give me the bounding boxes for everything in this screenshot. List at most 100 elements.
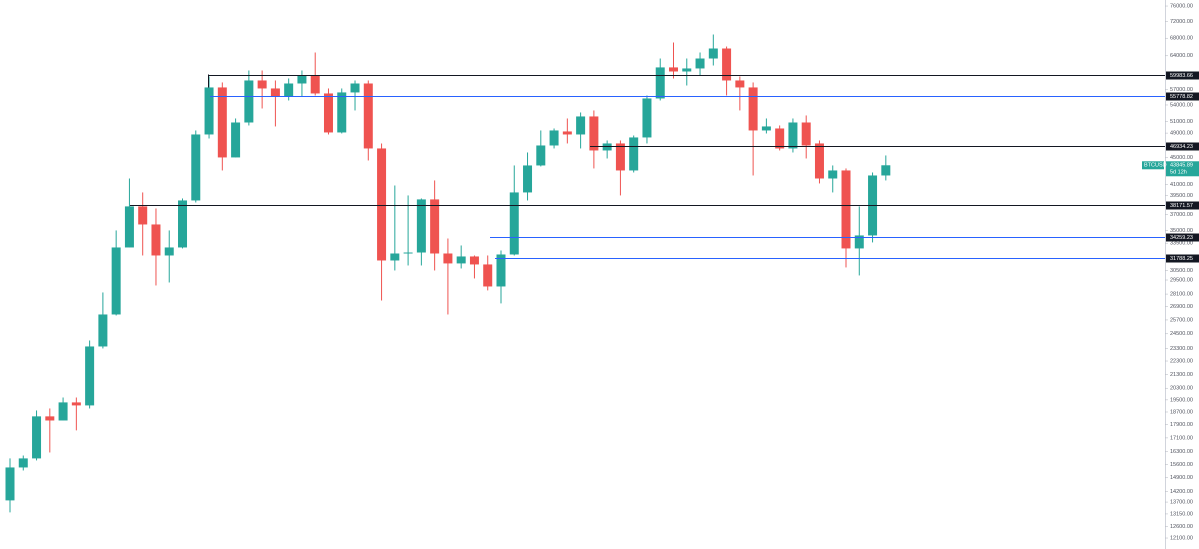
y-tick-label: 39500.00	[1170, 193, 1193, 199]
price-level-label: 59983.66	[1170, 73, 1193, 79]
price-level-tag	[1166, 71, 1199, 80]
candle-body	[323, 93, 333, 133]
candle-body	[430, 199, 440, 254]
candle-body	[217, 87, 227, 158]
price-level-tag	[1166, 142, 1199, 151]
candle-body	[722, 48, 732, 81]
symbol-tag	[1142, 161, 1164, 170]
candle-body	[443, 253, 453, 264]
candle-body	[483, 264, 493, 287]
candle-body	[377, 148, 387, 261]
candle-body	[58, 402, 68, 421]
y-tick-label: 12600.00	[1170, 524, 1193, 530]
candle-body	[682, 68, 692, 72]
y-tick-label: 41000.00	[1170, 182, 1193, 188]
y-tick-label: 13700.00	[1170, 500, 1193, 506]
candle-body	[814, 143, 824, 179]
y-tick-label: 37000.00	[1170, 212, 1193, 218]
y-tick-label: 13150.00	[1170, 511, 1193, 517]
y-tick-label: 26900.00	[1170, 304, 1193, 310]
y-tick-label: 20300.00	[1170, 386, 1193, 392]
candle-body	[270, 88, 280, 97]
candle-body	[523, 165, 533, 193]
y-tick-label: 29500.00	[1170, 277, 1193, 283]
candle-body	[708, 48, 718, 59]
candle-body	[231, 122, 241, 158]
candle-body	[244, 80, 254, 123]
candle-body	[18, 458, 28, 468]
y-tick-label: 72000.00	[1170, 19, 1193, 25]
candle-body	[669, 67, 678, 72]
candle-body	[615, 143, 625, 171]
candle-body	[85, 346, 95, 406]
current-price-tag	[1166, 161, 1199, 177]
y-tick-label: 16300.00	[1170, 449, 1193, 455]
candle-body	[748, 87, 758, 131]
candle-body	[98, 314, 108, 347]
candle-body	[178, 200, 188, 248]
candle-body	[469, 256, 479, 265]
y-tick-label: 17100.00	[1170, 435, 1193, 441]
y-tick-label: 57000.00	[1170, 87, 1193, 93]
candle-body	[496, 254, 506, 287]
candle-body	[390, 253, 400, 261]
y-tick-label: 54000.00	[1170, 102, 1193, 108]
y-tick-label: 19500.00	[1170, 397, 1193, 403]
price-level-label: 55778.82	[1170, 94, 1193, 100]
candle-body	[284, 83, 294, 97]
candle-body	[761, 126, 771, 131]
y-tick-label: 22300.00	[1170, 358, 1193, 364]
candle-body	[151, 224, 161, 256]
candle-body	[297, 75, 307, 84]
candle-body	[562, 131, 572, 135]
y-tick-label: 18700.00	[1170, 409, 1193, 415]
y-tick-label: 14200.00	[1170, 489, 1193, 495]
candle-body	[45, 416, 55, 421]
candle-body	[337, 92, 347, 133]
candle-body	[536, 145, 546, 166]
candle-body	[403, 252, 413, 254]
y-tick-label: 28100.00	[1170, 292, 1193, 298]
y-tick-label: 17900.00	[1170, 422, 1193, 428]
y-tick-label: 45000.00	[1170, 155, 1193, 161]
price-level-tag	[1166, 92, 1199, 101]
price-level-tag	[1166, 233, 1199, 242]
y-tick-label: 14900.00	[1170, 475, 1193, 481]
candle-body	[775, 128, 785, 149]
candle-body	[5, 467, 15, 501]
candle-body	[695, 58, 705, 69]
candle-body	[655, 67, 665, 99]
candle-body	[191, 134, 201, 201]
candle-body	[881, 165, 891, 176]
y-tick-label: 25700.00	[1170, 317, 1193, 323]
price-level-tag	[1166, 201, 1199, 210]
candle-body	[801, 122, 811, 146]
candle-body	[509, 192, 519, 255]
candle-body	[124, 206, 134, 248]
y-tick-label: 15600.00	[1170, 462, 1193, 468]
y-tick-label: 35000.00	[1170, 228, 1193, 234]
candle-body	[350, 83, 360, 93]
symbol-label: BTCUSD	[1144, 163, 1167, 169]
candle-body	[735, 80, 745, 88]
y-tick-label: 68000.00	[1170, 36, 1193, 42]
candle-body	[841, 170, 851, 249]
y-tick-label: 24500.00	[1170, 331, 1193, 337]
y-tick-label: 51000.00	[1170, 119, 1193, 125]
candle-body	[416, 199, 426, 253]
y-tick-label: 30500.00	[1170, 268, 1193, 274]
candle-body	[629, 137, 639, 171]
countdown-label: 5d 12h	[1170, 170, 1187, 176]
candle-body	[642, 98, 652, 138]
candle-body	[310, 75, 320, 94]
y-tick-label: 23300.00	[1170, 346, 1193, 352]
candle-body	[828, 170, 838, 179]
candle-body	[788, 122, 798, 149]
candle-body	[71, 402, 81, 406]
price-level-label: 38171.57	[1170, 203, 1193, 209]
candle-body	[257, 80, 267, 89]
candle-body	[456, 256, 466, 264]
price-level-label: 34259.23	[1170, 235, 1193, 241]
